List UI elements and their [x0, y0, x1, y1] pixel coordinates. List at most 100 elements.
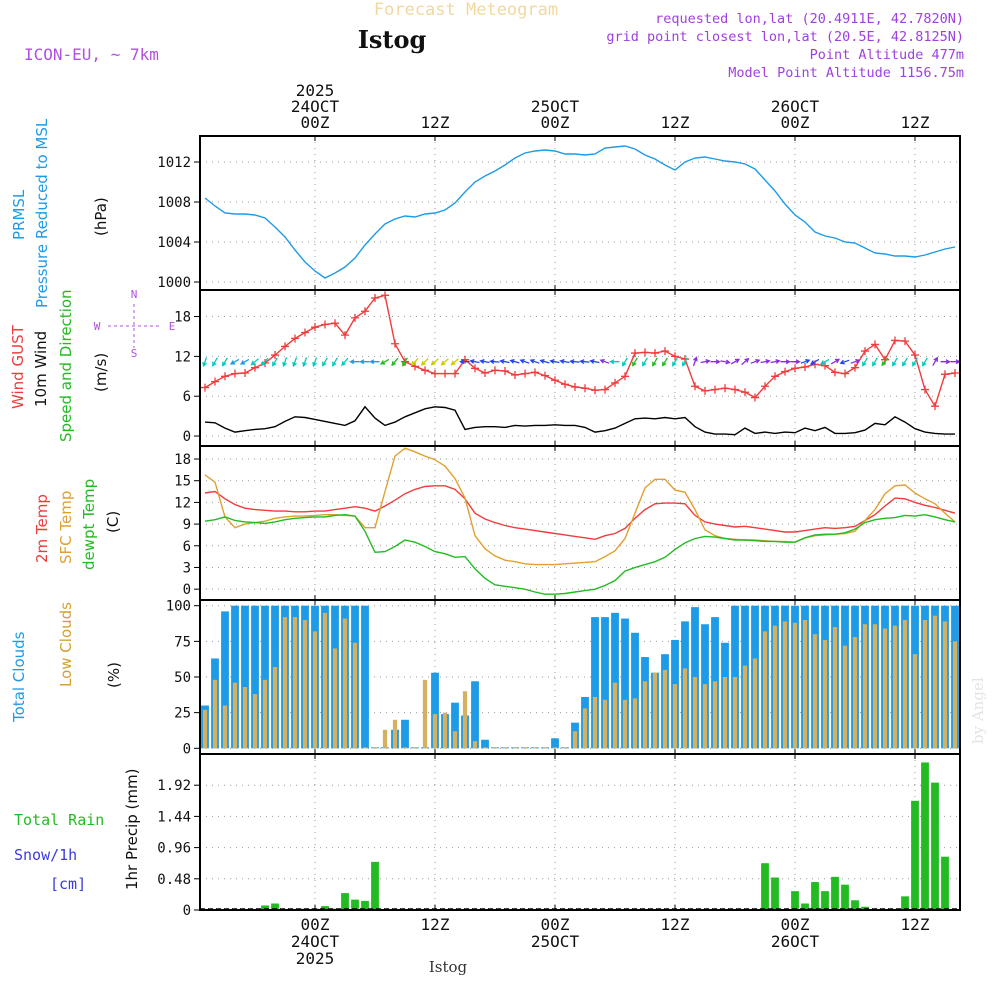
low-clouds-bar — [562, 747, 568, 749]
bottom-time-label: 00Z — [781, 915, 810, 934]
low-clouds-bar — [332, 648, 338, 749]
wind-arrow — [282, 357, 288, 368]
wind-arrow — [790, 359, 801, 365]
wind-arrow — [229, 358, 240, 365]
temperature-ytick-label: 6 — [183, 539, 191, 555]
total-rain-bar — [321, 906, 329, 910]
temp-ylabel: 2m Temp SFC Temp dewpt Temp (C) — [33, 479, 122, 570]
total-clouds-bar — [601, 617, 609, 749]
gust-marker — [311, 323, 319, 332]
gust-marker — [761, 382, 769, 391]
low-clouds-bar — [852, 637, 858, 749]
low-clouds-bar — [282, 617, 288, 749]
gust-marker — [921, 385, 929, 394]
gust-marker — [371, 293, 379, 302]
gust-marker — [861, 347, 869, 356]
top-time-label: 2025 — [296, 81, 335, 100]
gust-marker — [951, 368, 959, 377]
low-clouds-bar — [512, 747, 518, 749]
gust-marker — [871, 340, 879, 349]
total-clouds-bar — [241, 605, 249, 749]
clouds-panel: 0 25 50 75 100 — [166, 599, 961, 757]
gust-marker — [511, 370, 519, 379]
low-clouds-bar — [212, 679, 218, 749]
total-rain-bar — [791, 891, 799, 910]
point-altitude: Point Altitude 477m — [810, 47, 964, 63]
total-clouds-bar — [451, 702, 459, 749]
footer-location: Istog — [429, 958, 468, 976]
wind-arrow — [642, 357, 648, 367]
wind-arrow — [940, 359, 951, 365]
gust-marker — [711, 385, 719, 394]
gust-marker — [621, 372, 629, 381]
low-clouds-bar — [372, 747, 378, 749]
speed-dir-label: Speed and Direction — [57, 289, 75, 442]
total-rain-bar — [921, 762, 929, 910]
low-clouds-bar — [902, 619, 908, 749]
bottom-time-label: 25OCT — [531, 932, 580, 951]
total-rain-bar — [351, 899, 359, 910]
gust-marker — [551, 376, 559, 385]
wind-arrow — [809, 358, 820, 365]
low-clouds-bar — [342, 618, 348, 749]
low-clouds-bar — [442, 712, 448, 749]
gust-marker — [701, 386, 709, 395]
top-time-label: 24OCT — [291, 97, 340, 116]
total-clouds-bar — [221, 611, 229, 749]
gust-marker — [421, 366, 429, 375]
precip-unit: 1hr Precip (mm) — [123, 769, 141, 890]
wind-arrow — [710, 359, 721, 365]
bottom-time-label: 12Z — [901, 915, 930, 934]
wind-arrow — [622, 357, 628, 367]
pressure-ylabel: PRMSL Pressure Reduced to MSL (hPa) — [10, 118, 110, 308]
wind-arrow — [332, 357, 338, 367]
wind-arrow — [479, 358, 490, 364]
gust-marker — [561, 380, 569, 389]
10m-wind-line — [204, 405, 955, 436]
gust-marker — [291, 334, 299, 343]
gust-marker — [841, 369, 849, 378]
wind-arrow — [902, 357, 908, 367]
low-clouds-bar — [382, 729, 388, 749]
gust-marker — [531, 368, 539, 377]
low-clouds-bar — [932, 615, 938, 749]
snow-unit: [cm] — [50, 875, 86, 893]
low-clouds-bar — [482, 747, 488, 749]
wind-arrow — [950, 359, 961, 365]
total-rain-bar — [771, 877, 779, 910]
temperature-ytick-label: 18 — [174, 452, 191, 468]
gust-marker — [521, 369, 529, 378]
low-clouds-bar — [262, 679, 268, 749]
wind-gust-line — [204, 294, 956, 408]
gust-marker — [211, 377, 219, 386]
chart-title: Forecast Meteogram — [374, 0, 558, 20]
gust-marker — [901, 337, 909, 346]
total-clouds-bar — [261, 605, 269, 749]
total-rain-bar — [271, 903, 279, 910]
total-rain-bar — [371, 861, 379, 910]
low-clouds-bar — [722, 677, 728, 749]
gust-marker — [631, 349, 639, 358]
low-clouds-bar — [832, 627, 838, 749]
low-clouds-bar — [252, 694, 258, 749]
wind-arrow — [341, 357, 349, 367]
gust-marker — [441, 369, 449, 378]
pressure-ytick-label: 1012 — [157, 155, 191, 171]
low-clouds-bar — [202, 709, 208, 749]
low-clouds-bar — [732, 677, 738, 749]
low-clouds-bar — [802, 619, 808, 749]
gust-marker — [851, 363, 859, 372]
clouds-ytick-label: 25 — [174, 706, 191, 722]
gust-marker — [801, 363, 809, 372]
bottom-time-label: 2025 — [296, 949, 335, 968]
wind-arrow — [760, 358, 771, 364]
wind-arrow — [212, 357, 218, 367]
wind-arrow — [800, 358, 811, 364]
wind-arrow — [239, 358, 250, 365]
low-clouds-bar — [772, 625, 778, 749]
gust-marker — [671, 352, 679, 361]
low-clouds-bar — [302, 619, 308, 749]
pressure-ytick-label: 1004 — [157, 235, 191, 251]
wind-arrow — [819, 358, 830, 365]
